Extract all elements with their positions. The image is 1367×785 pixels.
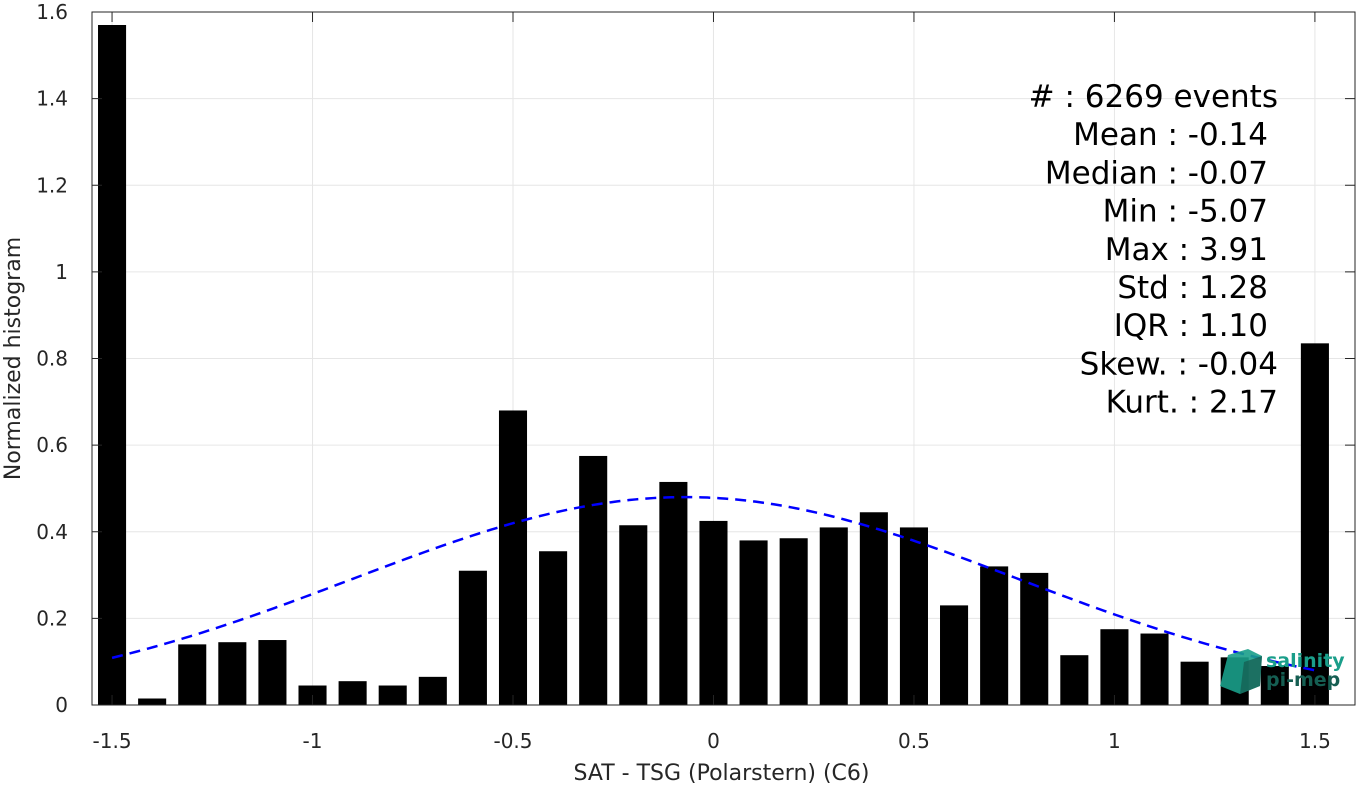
y-tick-label: 1.4	[36, 87, 68, 111]
y-axis-label: Normalized histogram	[1, 237, 26, 480]
histogram-bar	[418, 676, 447, 705]
grid-lines	[92, 11, 1355, 706]
histogram-bar	[699, 520, 728, 705]
y-tick-labels: 0 0.2 0.4 0.6 0.8 1 1.2 1.4 1.6	[36, 0, 68, 717]
y-tick-label: 0	[55, 693, 68, 717]
y-tick-label: 0.8	[36, 347, 68, 371]
histogram-bar	[338, 681, 367, 705]
x-tick-label: -0.5	[493, 729, 532, 753]
y-tick-label: 1.6	[36, 0, 68, 24]
histogram-bar	[1300, 343, 1329, 705]
histogram-bar	[779, 538, 808, 705]
salinity-pimep-logo: salinity pi-mep	[1220, 649, 1345, 694]
stats-line: Std : 1.28	[1117, 270, 1268, 306]
logo-text-line2: pi-mep	[1266, 669, 1340, 691]
x-tick-label: 0.5	[898, 729, 930, 753]
x-tick-label: -1.5	[93, 729, 132, 753]
y-tick-label: 1.2	[36, 173, 68, 197]
x-tick-label: -1	[303, 729, 323, 753]
stats-line: Mean : -0.14	[1073, 117, 1268, 153]
stats-line: Skew. : -0.04	[1080, 346, 1278, 382]
histogram-bar	[539, 551, 568, 705]
histogram-bar	[1140, 633, 1169, 705]
histogram-bar	[899, 527, 928, 705]
y-tick-label: 0.6	[36, 433, 68, 457]
histogram-bar	[619, 525, 648, 705]
histogram-bar	[218, 642, 247, 705]
histogram-bar	[819, 527, 848, 705]
tick-marks	[92, 11, 1355, 706]
y-tick-label: 1	[55, 260, 68, 284]
histogram-bar	[258, 640, 287, 705]
histogram-bar	[178, 644, 207, 705]
stats-line: Max : 3.91	[1105, 232, 1268, 268]
logo-cube-shade	[1240, 656, 1262, 694]
x-tick-label: 0	[707, 729, 720, 753]
y-tick-label: 0.4	[36, 520, 68, 544]
histogram-bar	[579, 455, 608, 705]
histogram-bar	[1060, 655, 1089, 705]
stats-line: Kurt. : 2.17	[1106, 385, 1278, 421]
histogram-bar	[739, 540, 768, 705]
histogram-bar	[98, 24, 127, 705]
y-tick-label: 0.2	[36, 606, 68, 630]
logo-text-line1: salinity	[1266, 650, 1345, 672]
x-tick-labels: -1.5 -1 -0.5 0 0.5 1 1.5	[93, 729, 1331, 753]
histogram-bar	[1180, 661, 1209, 705]
histogram-bar	[980, 566, 1009, 705]
histogram-bar	[378, 685, 407, 705]
histogram-bar	[1020, 572, 1049, 705]
histogram-bar	[1260, 666, 1289, 705]
stats-line: # : 6269 events	[1029, 79, 1278, 115]
histogram-bar	[859, 512, 888, 705]
x-tick-label: 1	[1108, 729, 1121, 753]
histogram-bar	[498, 410, 528, 705]
histogram-bar	[138, 698, 167, 705]
x-axis-label: SAT - TSG (Polarstern) (C6)	[573, 761, 869, 785]
histogram-bar	[940, 605, 969, 705]
histogram-bar	[458, 570, 487, 705]
histogram-bar	[659, 481, 688, 705]
stats-line: Median : -0.07	[1045, 155, 1268, 191]
stats-line: Min : -5.07	[1103, 194, 1268, 230]
bars	[98, 24, 1329, 705]
gaussian-fit-curve	[111, 495, 1316, 672]
x-tick-label: 1.5	[1299, 729, 1331, 753]
histogram-bar	[1100, 629, 1129, 705]
stats-line: IQR : 1.10	[1114, 308, 1268, 344]
